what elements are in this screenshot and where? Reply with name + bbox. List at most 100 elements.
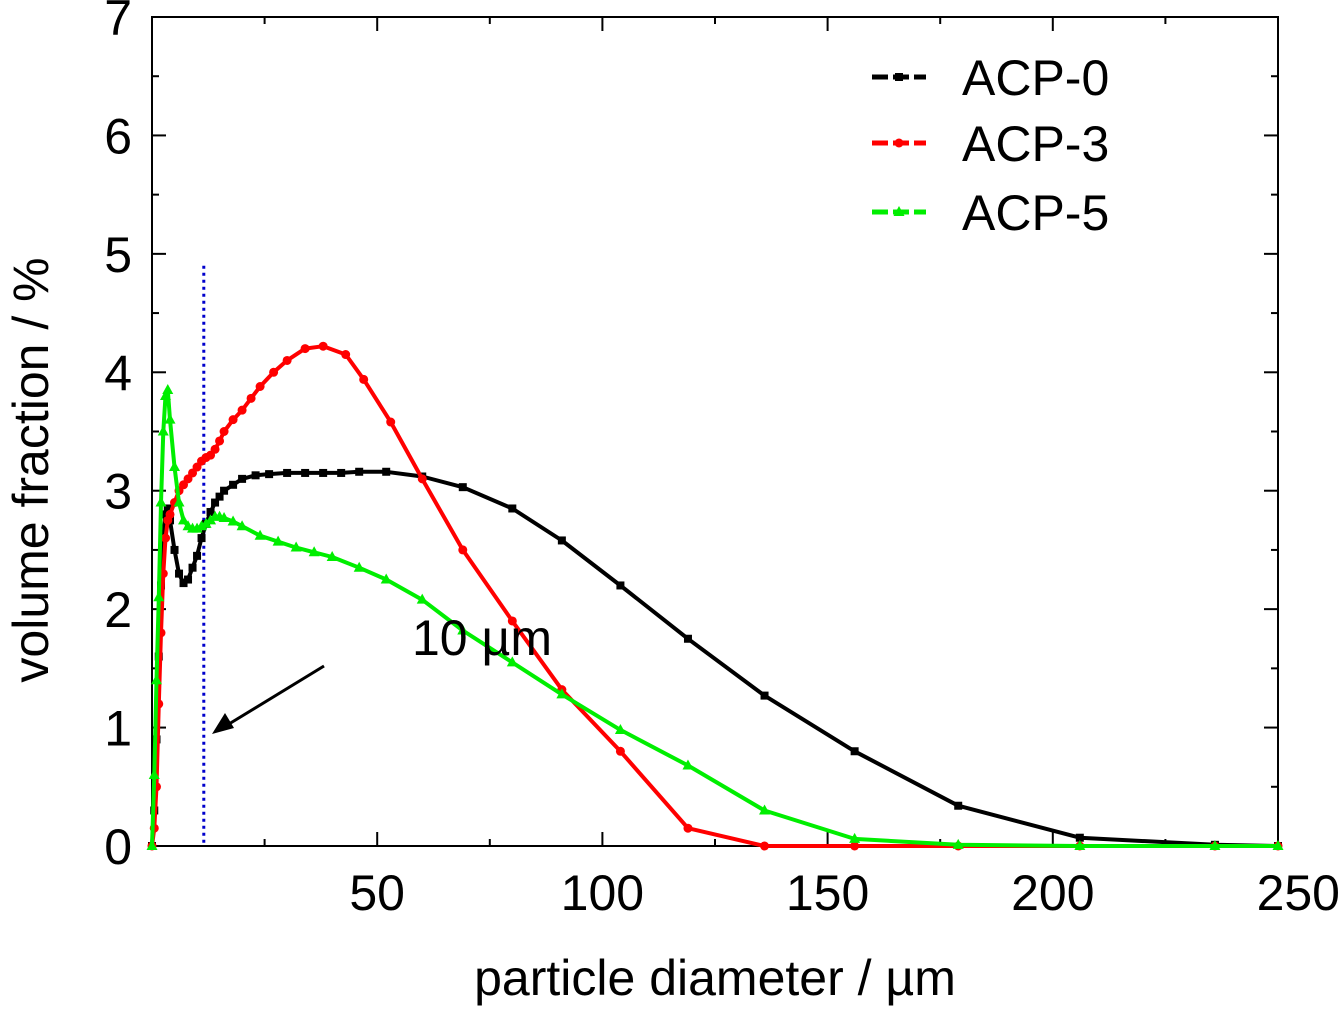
x-tick-label: 200 (1011, 865, 1094, 921)
data-point (614, 723, 626, 734)
x-tick-label: 250 (1257, 865, 1340, 921)
data-point (161, 510, 170, 519)
data-point (169, 461, 181, 472)
data-point (148, 768, 160, 779)
y-tick-label: 0 (104, 819, 132, 875)
x-tick-label: 150 (786, 865, 869, 921)
annotation: 10 µm (212, 610, 552, 734)
y-tick-label: 3 (104, 464, 132, 520)
data-point (850, 747, 859, 756)
y-tick-label: 4 (104, 345, 132, 401)
data-point (380, 573, 392, 584)
data-point (850, 841, 860, 851)
legend-label: ACP-0 (962, 50, 1109, 106)
data-point (228, 415, 238, 425)
data-point (178, 514, 190, 525)
data-point (954, 801, 963, 810)
series-acp-0 (148, 467, 1282, 850)
data-point (269, 367, 279, 377)
data-point (265, 470, 274, 479)
data-point (227, 515, 239, 526)
data-point (319, 468, 328, 477)
data-point (760, 691, 769, 700)
data-point (506, 656, 518, 667)
data-point (458, 545, 468, 555)
legend-item-acp-3: ACP-3 (872, 116, 1109, 172)
data-point (170, 545, 179, 554)
data-point (160, 389, 172, 400)
data-point (193, 551, 202, 560)
data-point (254, 529, 266, 540)
data-point (683, 634, 692, 643)
data-point (162, 384, 174, 395)
data-point (326, 551, 338, 562)
data-point (283, 468, 292, 477)
y-axis-ticks: 0 1 2 3 4 5 6 7 (104, 0, 1278, 875)
data-point (760, 841, 770, 851)
data-point (175, 569, 184, 578)
data-point (246, 393, 256, 403)
data-point (188, 563, 197, 572)
data-point (146, 840, 158, 850)
series-line (150, 344, 1278, 848)
legend: ACP-0 ACP-3 ACP-5 (872, 50, 1109, 241)
data-point (300, 344, 310, 354)
data-point (682, 759, 694, 770)
data-point (211, 498, 220, 507)
data-point (215, 436, 225, 446)
data-point (1272, 840, 1284, 850)
data-point (218, 511, 230, 522)
series-line (150, 469, 1279, 848)
data-point (417, 474, 427, 484)
y-tick-label: 7 (104, 0, 132, 46)
y-tick-label: 5 (104, 227, 132, 283)
data-point (615, 746, 625, 756)
annotation-arrow-shaft (223, 664, 325, 729)
data-point (157, 425, 169, 436)
data-point (164, 413, 176, 424)
data-point (308, 546, 320, 557)
series-acp-5 (146, 384, 1284, 850)
series-layer (146, 341, 1284, 851)
data-point (229, 480, 238, 489)
data-point (155, 496, 167, 507)
data-point (210, 444, 220, 454)
data-point (318, 341, 328, 351)
data-point (163, 504, 172, 513)
data-point (1075, 833, 1084, 842)
data-point (341, 350, 351, 360)
data-point (282, 355, 292, 365)
data-point (355, 467, 364, 476)
y-tick-label: 2 (104, 582, 132, 638)
legend-item-acp-5: ACP-5 (872, 185, 1109, 241)
data-point (237, 405, 247, 415)
data-point (507, 616, 517, 626)
legend-label: ACP-5 (962, 185, 1109, 241)
data-point (272, 535, 284, 546)
data-point (508, 504, 517, 513)
data-point (359, 374, 369, 384)
data-point (556, 688, 568, 699)
data-point (236, 520, 248, 531)
data-point (386, 417, 396, 427)
data-point (161, 533, 171, 543)
x-axis-ticks: 50 100 150 200 250 (263, 17, 1340, 921)
data-point (1209, 840, 1221, 850)
y-axis-title: volume fraction / % (3, 257, 59, 682)
data-point (184, 575, 193, 584)
data-point (179, 579, 188, 588)
data-point (895, 73, 903, 81)
data-point (153, 591, 165, 602)
data-point (616, 581, 625, 590)
data-point (165, 509, 175, 519)
annotation-label: 10 µm (412, 610, 552, 666)
data-point (220, 486, 229, 495)
data-point (173, 496, 185, 507)
data-point (557, 536, 566, 545)
y-tick-label: 6 (104, 108, 132, 164)
data-point (894, 138, 904, 148)
x-axis-title: particle diameter / µm (474, 950, 956, 1006)
x-tick-label: 50 (349, 865, 405, 921)
data-point (759, 804, 771, 815)
